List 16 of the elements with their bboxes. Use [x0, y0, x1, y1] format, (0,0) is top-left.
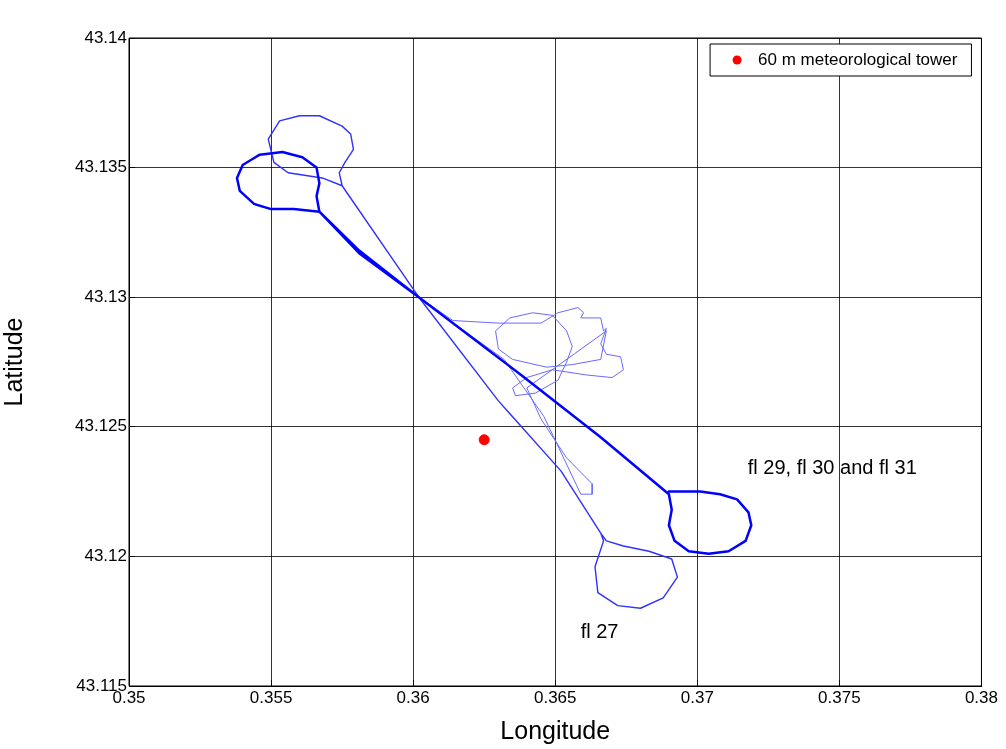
x-tick-label: 0.38 — [964, 687, 998, 707]
legend-label: 60 m meteorological tower — [758, 49, 958, 69]
x-tick-label: 0.375 — [818, 687, 861, 707]
y-tick-label: 43.125 — [75, 416, 127, 436]
x-tick-label: 0.365 — [533, 687, 577, 707]
x-axis-title: Longitude — [500, 715, 611, 744]
x-tick-label: 0.36 — [396, 687, 430, 707]
y-axis-title: Latitude — [0, 317, 27, 407]
y-tick-label: 43.14 — [84, 27, 127, 47]
annotation: fl 27 — [580, 619, 619, 642]
y-tick-label: 43.12 — [84, 546, 127, 566]
x-tick-label: 0.37 — [680, 687, 714, 707]
y-tick-label: 43.13 — [84, 286, 127, 306]
y-tick-label: 43.135 — [75, 157, 127, 177]
annotation: fl 29, fl 30 and fl 31 — [747, 455, 917, 478]
x-tick-label: 0.355 — [249, 687, 293, 707]
